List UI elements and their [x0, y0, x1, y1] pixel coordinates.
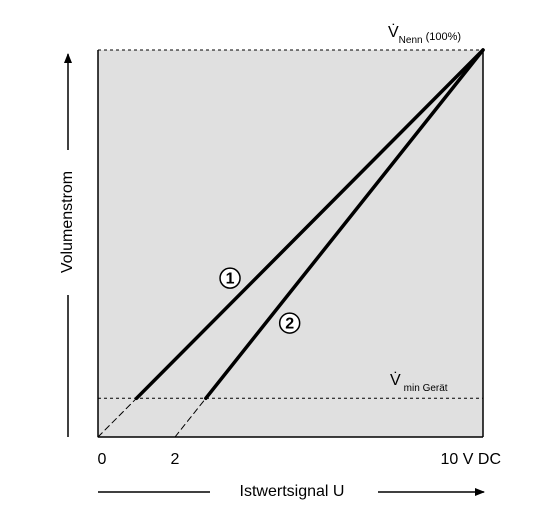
x-tick-label: 0 [98, 451, 107, 468]
y-axis-label: Volumenstrom [59, 171, 76, 273]
top-suffix: (100%) [426, 31, 461, 43]
ref-label: V̇ min Gerät [390, 371, 448, 394]
top-symbol: V̇ [388, 23, 399, 41]
series-line [134, 48, 485, 401]
ref-symbol: V̇ [390, 371, 401, 389]
ref-subscript: min Gerät [404, 383, 448, 394]
top-label: V̇Nenn (100%) [388, 23, 461, 46]
top-subscript: Nenn [399, 35, 423, 46]
series-label: 1 [226, 270, 235, 287]
series-marker-circle [219, 267, 241, 289]
series-extension [174, 397, 207, 438]
series-marker-circle [278, 312, 301, 334]
series-line [204, 48, 485, 401]
x-axis-label: Istwertsignal U [240, 483, 345, 500]
x-tick-label: 2 [171, 451, 180, 468]
x-tick-label: 10 V DC [441, 451, 501, 468]
series-label: 2 [285, 315, 294, 332]
series-extension [97, 397, 137, 438]
